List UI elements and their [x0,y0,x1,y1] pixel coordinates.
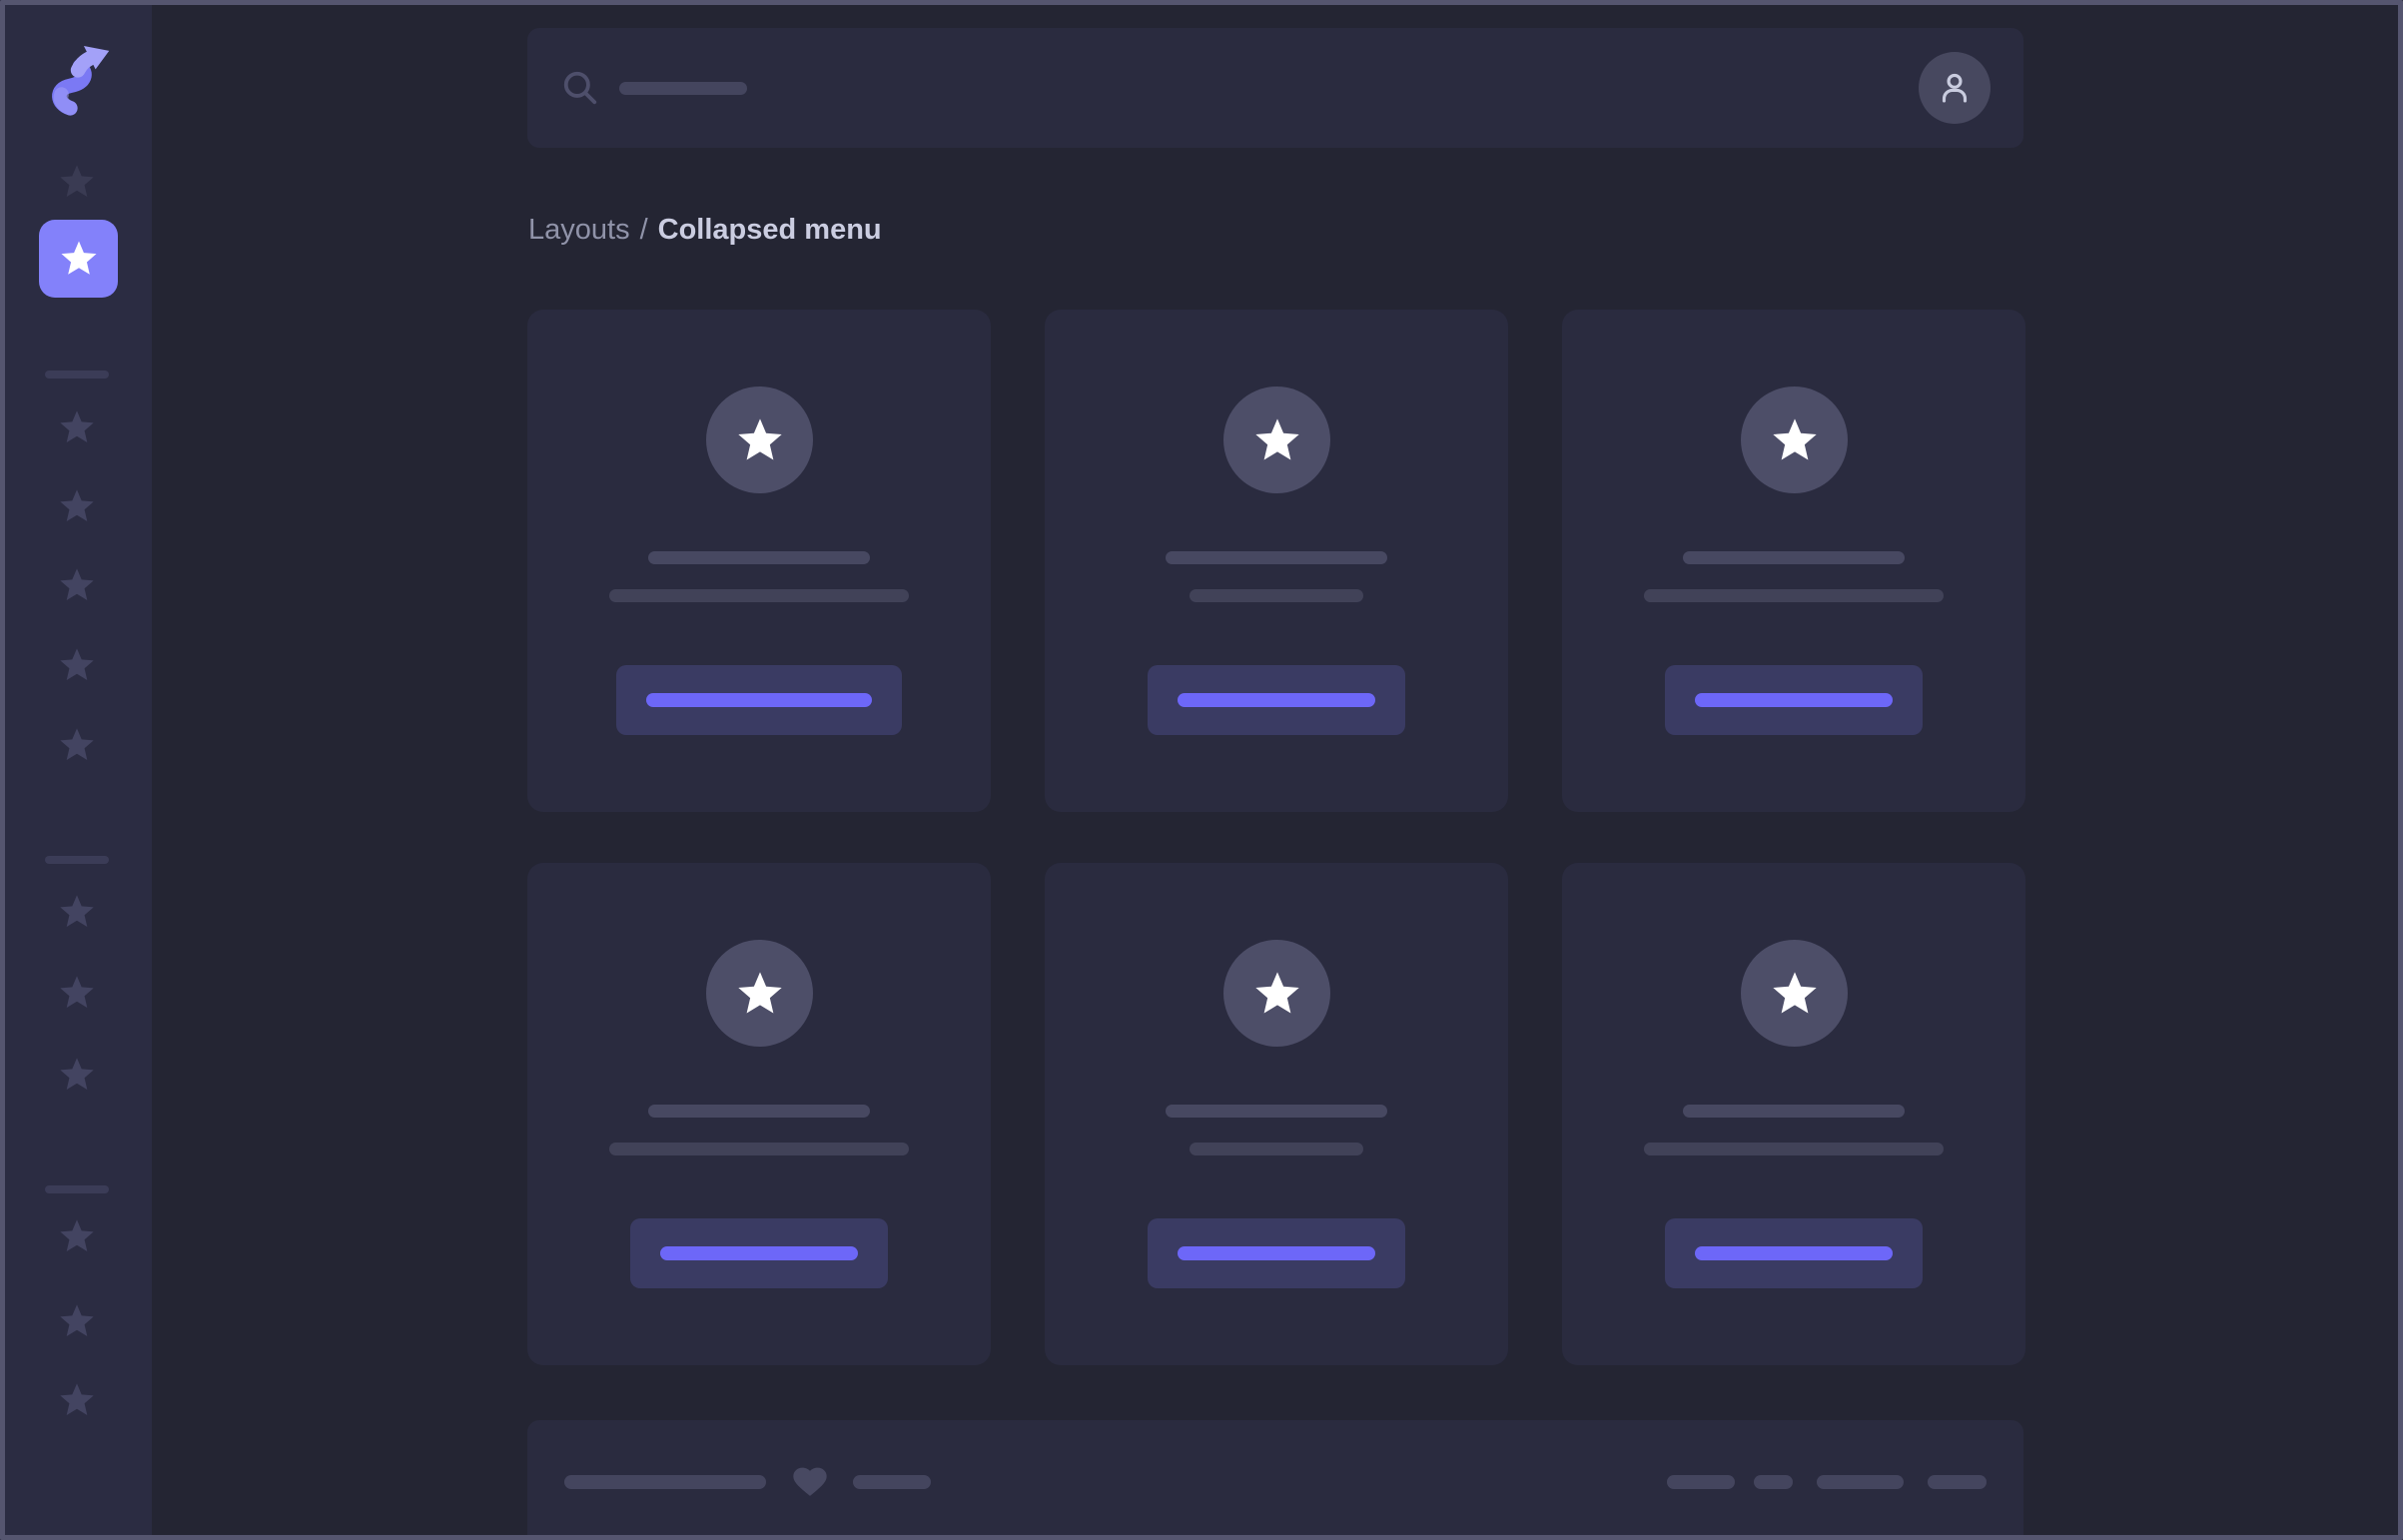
sidebar-item[interactable] [57,892,97,932]
title-skeleton [1166,1105,1387,1118]
s-curve-arrow-logo-icon [52,45,110,116]
title-skeleton [1683,1105,1905,1118]
button-label-skeleton [1178,1246,1375,1260]
star-icon [57,486,97,526]
star-icon [57,725,97,765]
subtitle-skeleton [609,1143,909,1155]
sidebar-item[interactable] [57,407,97,447]
card-action-button[interactable] [1148,1218,1405,1288]
title-skeleton [648,1105,870,1118]
sidebar-item[interactable] [57,1216,97,1256]
avatar [706,386,813,493]
star-icon [57,162,97,202]
card [1562,863,2025,1365]
subtitle-skeleton [1190,589,1363,602]
star-icon [1769,414,1821,466]
star-icon [57,1055,97,1095]
card [527,863,991,1365]
card-action-button[interactable] [616,665,902,735]
star-icon [58,238,100,280]
sidebar-item[interactable] [57,645,97,685]
avatar [1223,386,1330,493]
star-icon [57,973,97,1013]
sidebar [0,0,152,1540]
sidebar-item-active[interactable] [39,220,118,298]
card [1045,863,1508,1365]
sidebar-item[interactable] [57,1055,97,1095]
star-icon [1251,968,1303,1020]
avatar [1741,386,1848,493]
user-icon [1942,73,1968,103]
search-icon [563,71,597,105]
profile-button[interactable] [1919,52,1991,124]
card [527,310,991,812]
footer-link-skeleton [1667,1475,1735,1489]
card-action-button[interactable] [1665,665,1923,735]
star-icon [57,1216,97,1256]
footer-skeleton-bar [564,1475,766,1489]
sidebar-item[interactable] [57,973,97,1013]
subtitle-skeleton [1190,1143,1363,1155]
card-grid [527,310,2025,1365]
footer-link-skeleton [1928,1475,1987,1489]
breadcrumb-current: Collapsed menu [657,214,882,246]
title-skeleton [1683,551,1905,564]
breadcrumb: Layouts / Collapsed menu [528,212,882,248]
card-action-button[interactable] [1665,1218,1923,1288]
card [1562,310,2025,812]
button-label-skeleton [1178,693,1375,707]
sidebar-item[interactable] [57,725,97,765]
footer-link-skeleton [1754,1475,1793,1489]
button-label-skeleton [1695,1246,1893,1260]
sidebar-item[interactable] [57,162,97,202]
subtitle-skeleton [609,589,909,602]
avatar [706,940,813,1047]
card-action-button[interactable] [1148,665,1405,735]
heart-icon [790,1463,830,1500]
button-label-skeleton [660,1246,858,1260]
card [1045,310,1508,812]
footer-link-skeleton [1817,1475,1904,1489]
breadcrumb-parent-link[interactable]: Layouts [528,214,630,246]
star-icon [57,1380,97,1420]
sidebar-item[interactable] [57,486,97,526]
subtitle-skeleton [1644,1143,1944,1155]
breadcrumb-separator: / [639,214,648,246]
sidebar-item[interactable] [57,1301,97,1341]
button-label-skeleton [646,693,872,707]
footer-panel [527,1420,2023,1535]
subtitle-skeleton [1644,589,1944,602]
star-icon [57,1301,97,1341]
star-icon [57,645,97,685]
star-icon [1769,968,1821,1020]
star-icon [57,565,97,605]
sidebar-item[interactable] [57,565,97,605]
title-skeleton [1166,551,1387,564]
star-icon [57,407,97,447]
star-icon [1251,414,1303,466]
footer-skeleton-bar [853,1475,931,1489]
star-icon [734,414,786,466]
sidebar-divider [45,1185,109,1193]
sidebar-divider [45,856,109,864]
avatar [1741,940,1848,1047]
title-skeleton [648,551,870,564]
card-action-button[interactable] [630,1218,888,1288]
avatar [1223,940,1330,1047]
sidebar-item[interactable] [57,1380,97,1420]
app-logo s-curve-arrow-logo[interactable] [50,44,114,118]
button-label-skeleton [1695,693,1893,707]
sidebar-divider [45,371,109,379]
star-icon [57,892,97,932]
star-icon [734,968,786,1020]
search-placeholder-skeleton [619,82,747,95]
search-bar[interactable] [527,28,2023,148]
